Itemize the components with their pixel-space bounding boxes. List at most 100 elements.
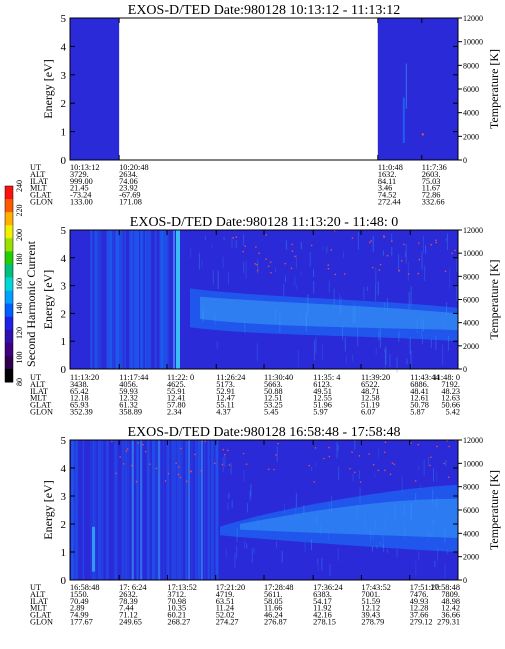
spectral-streak	[311, 466, 313, 472]
table-cell: 17:13:52	[167, 583, 197, 592]
y2-tick-label: 0	[463, 365, 467, 374]
noise-dot	[368, 241, 371, 244]
spectral-streak	[162, 440, 165, 580]
spectral-streak	[107, 230, 110, 369]
spectral-streak	[230, 463, 232, 475]
table-cell: 5611.	[264, 590, 282, 599]
table-cell: 70.98	[167, 597, 186, 606]
spectral-streak	[256, 343, 258, 361]
noise-dot	[308, 464, 311, 467]
table-cell: 17:21:20	[216, 583, 246, 592]
noise-dot	[330, 249, 333, 251]
table-cell: 48.71	[361, 387, 380, 396]
noise-dot	[334, 273, 337, 276]
spectral-streak	[201, 260, 203, 268]
spectral-streak	[211, 440, 215, 580]
noise-dot	[384, 441, 387, 443]
spectral-streak	[165, 230, 168, 369]
spectral-streak	[411, 502, 413, 520]
spectral-streak	[90, 440, 92, 580]
spectral-streak	[295, 506, 297, 516]
noise-dot	[386, 254, 389, 257]
spectral-streak	[443, 322, 445, 329]
noise-dot	[417, 272, 420, 275]
spectral-streak	[212, 270, 214, 285]
spectral-streak	[121, 440, 125, 580]
spectral-streak	[124, 230, 126, 369]
table-cell: 352.39	[70, 408, 93, 417]
spectral-streak	[434, 560, 436, 567]
table-cell: -67.69	[119, 191, 140, 200]
spectral-streak	[303, 505, 305, 514]
y-axis-label: Energy [eV]	[41, 480, 55, 539]
table-cell: 6.07	[361, 408, 376, 417]
spectral-streak	[98, 230, 102, 369]
table-cell: 12.18	[70, 394, 89, 403]
spectral-streak	[281, 551, 283, 563]
spectral-streak	[243, 261, 245, 273]
table-row-label: GLAT	[30, 191, 51, 200]
spectral-streak	[279, 313, 281, 333]
y2-tick-label: 10000	[463, 459, 483, 468]
spectral-streak	[154, 230, 156, 369]
spectral-streak	[100, 440, 102, 580]
spectral-streak	[243, 540, 245, 549]
table-cell: 999.00	[70, 177, 93, 186]
spectral-streak	[384, 348, 386, 353]
table-cell: 21.45	[70, 184, 89, 193]
spectral-streak	[215, 440, 218, 580]
spectral-streak	[446, 548, 448, 555]
spectral-streak	[106, 230, 110, 369]
table-row-label: ALT	[30, 170, 45, 179]
spectral-streak	[405, 63, 407, 109]
spectral-streak	[94, 230, 97, 369]
spectral-streak	[429, 531, 431, 538]
spectral-streak	[296, 284, 298, 290]
spectral-streak	[369, 529, 371, 542]
spectral-streak	[357, 504, 359, 519]
y-tick-label: 4	[61, 41, 67, 53]
colorbar-tick-label: 180	[15, 254, 24, 266]
table-cell: 12.61	[410, 394, 429, 403]
y2-tick-label: 0	[463, 576, 467, 585]
spectral-streak	[358, 304, 360, 316]
table-cell: 54.17	[313, 597, 332, 606]
spectral-streak	[304, 542, 306, 553]
table-cell: 10.35	[167, 604, 186, 613]
spectral-streak	[295, 493, 297, 508]
y2-tick-label: 2000	[463, 342, 479, 351]
noise-dot	[269, 261, 272, 263]
spectral-streak	[217, 270, 219, 290]
spectral-streak	[389, 353, 391, 368]
table-cell: 4625.	[167, 380, 186, 389]
chart-title: EXOS-D/TED Date:980128 10:13:12 - 11:13:…	[128, 3, 400, 18]
spectral-streak	[211, 440, 213, 580]
noise-dot	[245, 463, 248, 465]
table-cell: 11.66	[264, 604, 282, 613]
noise-dot	[254, 263, 257, 265]
spectral-streak	[223, 236, 225, 240]
noise-dot	[343, 273, 346, 275]
spectral-streak	[407, 261, 409, 281]
spectral-streak	[275, 268, 277, 273]
colorbar-swatch	[5, 355, 13, 370]
spectral-streak	[137, 230, 139, 369]
table-cell: 17:36:24	[313, 583, 343, 592]
noise-dot	[273, 468, 275, 471]
noise-dot	[137, 442, 140, 444]
table-cell: 48.23	[441, 387, 460, 396]
table-cell: 6383.	[313, 590, 332, 599]
y-tick-label: 5	[61, 225, 67, 237]
noise-dot	[180, 447, 182, 450]
noise-dot	[391, 462, 394, 465]
noise-dot	[454, 249, 456, 252]
colorbar-tick-label: 100	[15, 352, 24, 364]
spectral-streak	[147, 440, 150, 580]
spectral-streak	[154, 440, 158, 580]
spectral-streak	[96, 230, 99, 369]
spectral-streak	[378, 326, 380, 341]
spectral-streak	[384, 513, 386, 530]
spectral-streak	[190, 247, 192, 258]
spectral-streak	[165, 230, 167, 369]
table-row-label: ALT	[30, 590, 45, 599]
